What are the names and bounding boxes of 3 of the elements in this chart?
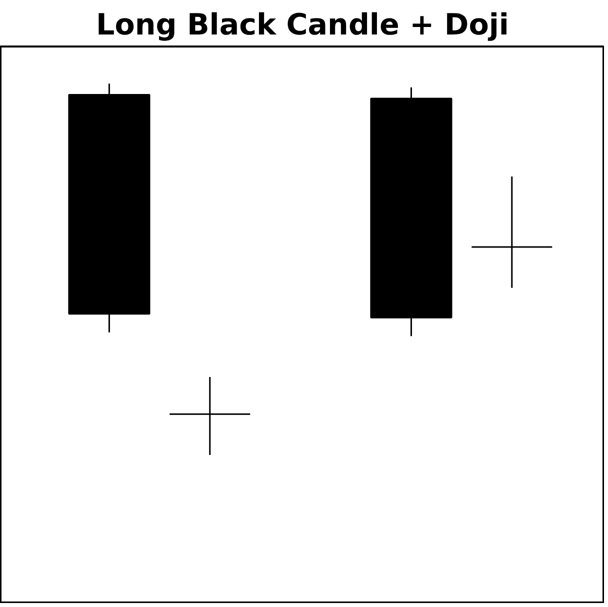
candlestick [470,176,553,289]
chart-title: Long Black Candle + Doji [96,8,509,42]
candlestick [168,376,251,456]
